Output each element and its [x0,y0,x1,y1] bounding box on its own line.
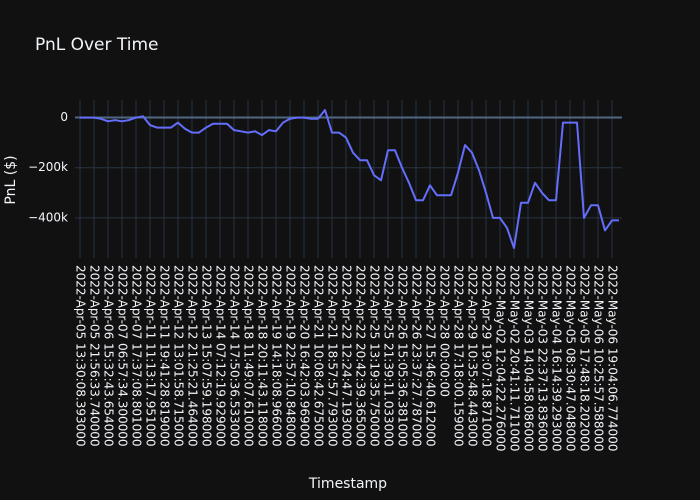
x-tick-label: 2022-May-05 17:48:18.202000 [578,265,592,451]
x-tick-label: 2022-Apr-25 13:19:35.750000 [368,265,382,447]
x-tick-label: 2022-May-03 14:04:58.086000 [522,265,536,451]
x-tick-label: 2022-Apr-05 13:30:08.393000 [74,265,88,447]
x-tick-label: 2022-Apr-21 18:57:57.793000 [326,265,340,447]
x-tick-label: 2022-Apr-18 20:11:43.118000 [256,265,270,447]
x-tick-label: 2022-Apr-07 06:57:34.300000 [116,265,130,447]
pnl-line [80,109,619,249]
x-tick-label: 2022-Apr-28 00:00:00 [438,265,452,397]
x-tick-label: 2022-Apr-13 15:07:59.198000 [200,265,214,447]
x-tick-label: 2022-Apr-27 15:46:40.612000 [424,265,438,447]
x-tick-label: 2022-Apr-28 17:18:00.159000 [452,265,466,447]
x-tick-label: 2022-Apr-11 19:41:28.819000 [158,265,172,447]
x-tick-label: 2022-Apr-29 19:07:18.871000 [480,265,494,447]
x-tick-label: 2022-May-06 19:04:06.774000 [606,265,620,451]
x-tick-label: 2022-Apr-18 11:49:07.610000 [242,265,256,447]
x-tick-label: 2022-Apr-19 14:18:08.966000 [270,265,284,447]
x-tick-label: 2022-Apr-06 15:32:43.654000 [102,265,116,447]
x-tick-label: 2022-Apr-05 21:56:33.740000 [88,265,102,447]
y-axis-title: PnL ($) [3,155,19,204]
x-tick-label: 2022-Apr-21 10:08:42.675000 [312,265,326,447]
x-tick-label: 2022-May-04 16:14:39.293000 [550,265,564,451]
y-tick-label: −200k [28,160,68,174]
x-tick-label: 2022-Apr-19 22:57:10.848000 [284,265,298,447]
x-tick-label: 2022-Apr-26 15:05:36.381000 [396,265,410,447]
x-tick-label: 2022-Apr-20 16:42:03.969000 [298,265,312,447]
x-tick-label: 2022-Apr-22 12:24:47.193000 [340,265,354,447]
x-axis-title: Timestamp [308,476,387,492]
x-tick-label: 2022-May-05 08:30:47.048000 [564,265,578,451]
x-tick-label: 2022-May-06 10:25:57.588000 [592,265,606,451]
x-tick-label: 2022-Apr-11 11:13:17.951000 [144,265,158,447]
x-tick-label: 2022-Apr-29 10:35:48.443000 [466,265,480,447]
x-tick-label: 2022-May-03 22:37:13.836000 [536,265,550,451]
x-tick-label: 2022-Apr-22 20:42:39.365000 [354,265,368,447]
x-tick-label: 2022-Apr-07 17:37:08.801000 [130,265,144,447]
x-tick-label: 2022-Apr-25 21:39:11.033000 [382,265,396,447]
y-tick-label: 0 [60,110,68,124]
x-tick-label: 2022-Apr-14 07:12:19.929000 [214,265,228,447]
x-tick-label: 2022-May-02 20:41:11.711000 [508,265,522,451]
x-tick-label: 2022-Apr-14 17:50:36.533000 [228,265,242,447]
x-tick-label: 2022-Apr-12 13:01:58.715000 [172,265,186,447]
x-tick-label: 2022-Apr-12 21:25:21.464000 [186,265,200,447]
chart-title: PnL Over Time [35,35,159,55]
x-tick-label: 2022-Apr-26 23:37:27.787000 [410,265,424,447]
y-tick-label: −400k [28,210,68,224]
x-tick-label: 2022-May-02 12:04:22.276000 [494,265,508,451]
